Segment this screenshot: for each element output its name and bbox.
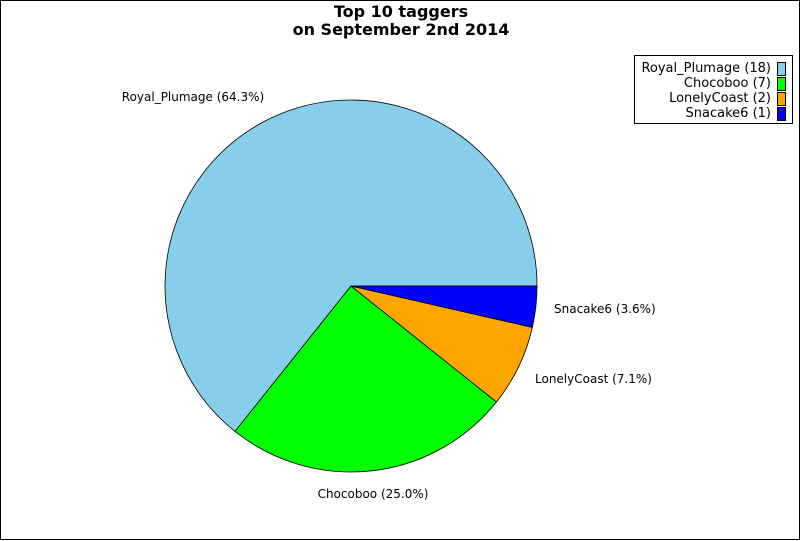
legend-label: Royal_Plumage (18)	[641, 61, 771, 76]
pie-slice-royal-plumage	[164, 99, 538, 432]
pie-slice-chocoboo	[234, 285, 497, 473]
legend-label: Chocoboo (7)	[683, 76, 771, 91]
legend-item-royal-plumage: Royal_Plumage (18)	[641, 61, 786, 76]
chart-legend: Royal_Plumage (18) Chocoboo (7) LonelyCo…	[634, 55, 793, 124]
pie-slice-snacake6	[350, 285, 538, 328]
legend-item-snacake6: Snacake6 (1)	[686, 106, 786, 121]
legend-item-chocoboo: Chocoboo (7)	[684, 76, 786, 91]
legend-swatch	[777, 91, 786, 106]
legend-swatch	[777, 106, 786, 121]
slice-label-snacake6: Snacake6 (3.6%)	[554, 302, 656, 316]
slice-label-lonelycoast: LonelyCoast (7.1%)	[535, 372, 652, 386]
legend-label: Snacake6 (1)	[685, 106, 771, 121]
legend-swatch	[777, 76, 786, 91]
chart-title: Top 10 taggers	[333, 2, 469, 21]
chart-title-block: Top 10 taggers on September 2nd 2014	[1, 3, 800, 39]
legend-item-lonelycoast: LonelyCoast (2)	[669, 91, 786, 106]
slice-label-royal-plumage: Royal_Plumage (64.3%)	[122, 90, 264, 104]
legend-label: LonelyCoast (2)	[669, 91, 771, 106]
slice-label-chocoboo: Chocoboo (25.0%)	[318, 487, 429, 501]
legend-swatch	[777, 61, 786, 76]
chart-subtitle: on September 2nd 2014	[292, 20, 510, 39]
